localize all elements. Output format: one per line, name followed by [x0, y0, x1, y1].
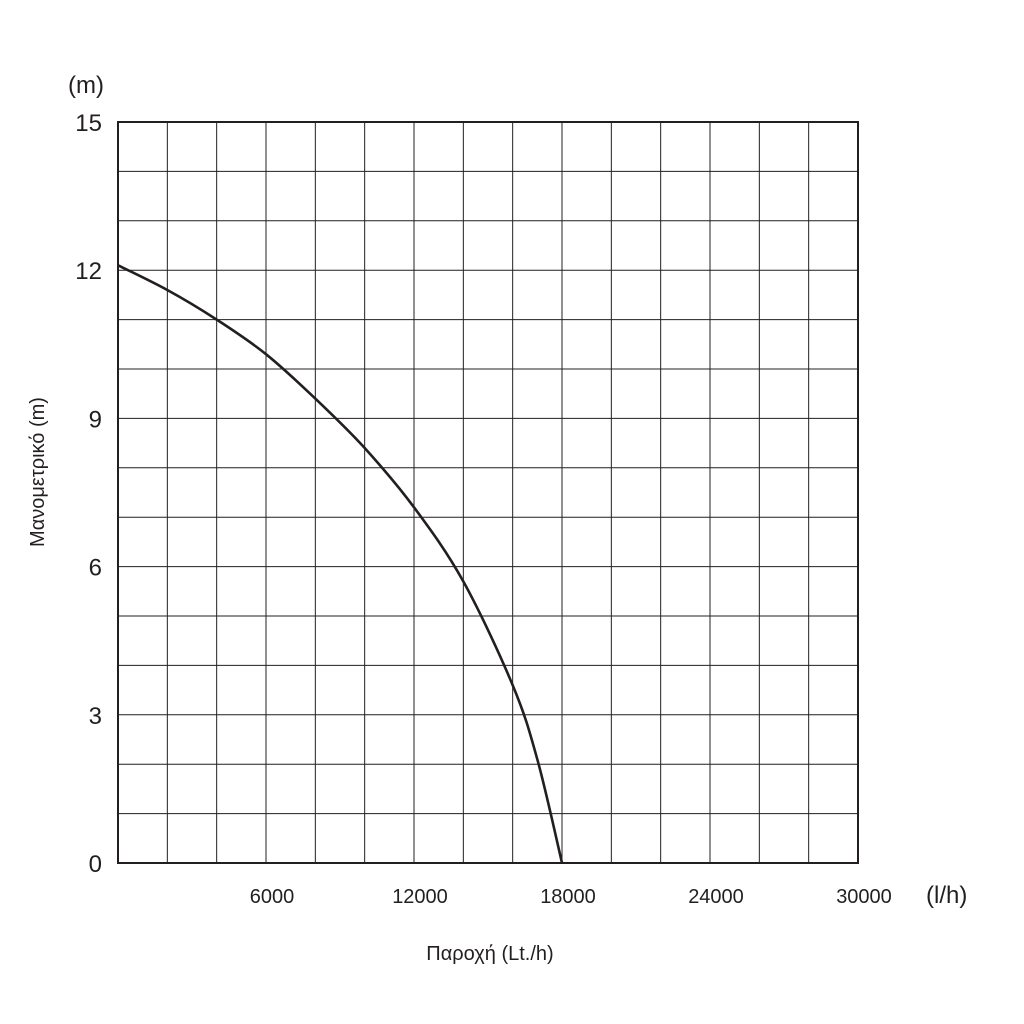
y-tick-label: 0 [89, 851, 102, 878]
y-tick-label: 15 [75, 110, 102, 137]
y-tick-label: 6 [89, 555, 102, 582]
x-tick-label: 24000 [688, 886, 744, 908]
x-tick-label: 30000 [836, 886, 892, 908]
x-tick-labels: 6000 12000 18000 24000 30000 [250, 886, 892, 908]
x-tick-label: 12000 [392, 886, 448, 908]
x-unit-label: (l/h) [926, 882, 967, 909]
y-tick-labels: 0 3 6 9 12 15 [75, 110, 102, 878]
y-axis-title: Μανομετρικό (m) [27, 397, 49, 547]
y-tick-label: 3 [89, 703, 102, 730]
y-unit-label: (m) [68, 72, 104, 99]
y-tick-label: 9 [89, 406, 102, 433]
plot-frame [117, 121, 859, 864]
grid [118, 122, 858, 863]
y-tick-label: 12 [75, 258, 102, 285]
x-tick-label: 6000 [250, 886, 295, 908]
x-axis-title: Παροχή (Lt./h) [426, 943, 553, 965]
series-line [117, 264, 564, 864]
x-tick-label: 18000 [540, 886, 596, 908]
